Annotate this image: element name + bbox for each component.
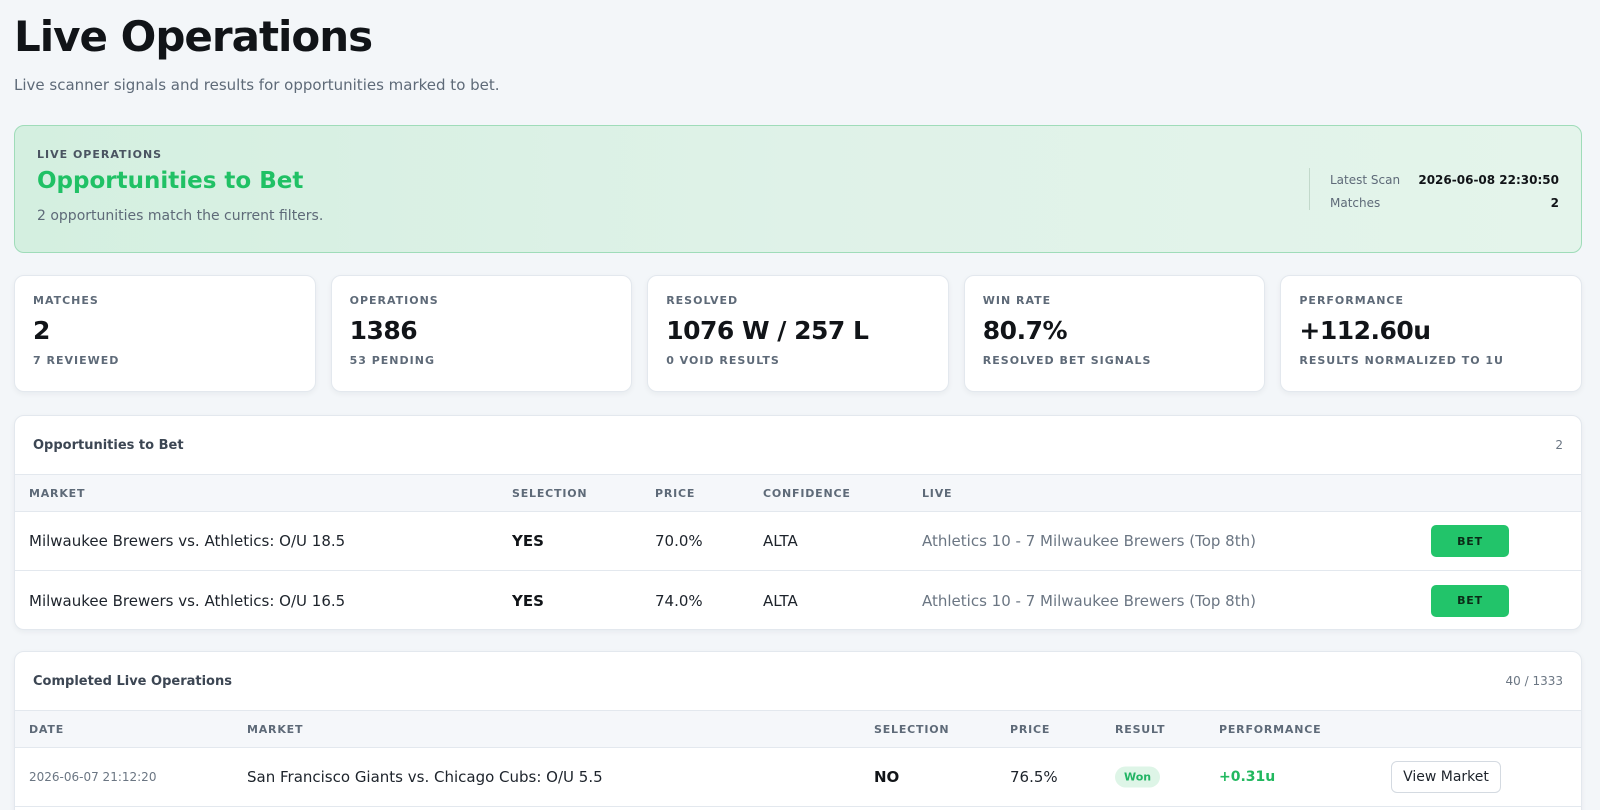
opportunities-panel: Opportunities to Bet 2 MARKET SELECTION … (14, 415, 1582, 630)
stats-row: MATCHES 2 7 REVIEWED OPERATIONS 1386 53 … (14, 275, 1582, 392)
performance-cell: +0.31u (1219, 769, 1276, 785)
market-cell: Milwaukee Brewers vs. Athletics: O/U 16.… (29, 591, 346, 610)
bet-button[interactable]: BET (1431, 584, 1509, 617)
market-cell: Milwaukee Brewers vs. Athletics: O/U 18.… (29, 532, 346, 550)
column-header-price[interactable]: PRICE (655, 487, 696, 500)
column-header-live[interactable]: LIVE (922, 487, 953, 500)
matches-label: Matches (1330, 195, 1381, 210)
stat-label: WIN RATE (982, 294, 1052, 307)
panel-title: Opportunities to Bet (33, 437, 184, 453)
live-score-cell: Athletics 10 - 7 Milwaukee Brewers (Top … (922, 532, 1256, 550)
column-header-market[interactable]: MARKET (247, 723, 304, 736)
stat-label: PERFORMANCE (1299, 294, 1405, 307)
page-title: Live Operations (14, 12, 373, 61)
column-header-price[interactable]: PRICE (1010, 723, 1051, 736)
selection-cell: YES (512, 532, 544, 550)
table-row: Milwaukee Brewers vs. Athletics: O/U 16.… (15, 571, 1581, 629)
stat-card-performance: PERFORMANCE +112.60u RESULTS NORMALIZED … (1280, 275, 1582, 392)
stat-card-win-rate: WIN RATE 80.7% RESOLVED BET SIGNALS (963, 275, 1266, 392)
stat-sub: 0 VOID RESULTS (666, 354, 780, 367)
column-header-confidence[interactable]: CONFIDENCE (763, 487, 851, 500)
completed-operations-panel: Completed Live Operations 40 / 1333 DATE… (14, 651, 1582, 810)
column-header-selection[interactable]: SELECTION (512, 487, 588, 500)
table-header: DATE MARKET SELECTION PRICE RESULT PERFO… (15, 711, 1581, 748)
hero-title: Opportunities to Bet (37, 168, 304, 194)
view-market-button[interactable]: View Market (1391, 761, 1501, 793)
column-header-date[interactable]: DATE (29, 723, 65, 736)
price-cell: 76.5% (1010, 768, 1058, 786)
confidence-cell: ALTA (763, 591, 798, 610)
stat-card-resolved: RESOLVED 1076 W / 257 L 0 VOID RESULTS (647, 275, 949, 392)
panel-count: 2 (1555, 438, 1563, 452)
stat-sub: 7 REVIEWED (33, 354, 120, 367)
panel-header: Opportunities to Bet 2 (15, 416, 1581, 475)
confidence-cell: ALTA (763, 532, 798, 550)
column-header-selection[interactable]: SELECTION (874, 723, 950, 736)
stat-value: 1386 (349, 316, 418, 345)
stat-card-matches: MATCHES 2 7 REVIEWED (14, 275, 316, 392)
panel-count: 40 / 1333 (1505, 674, 1563, 688)
hero-eyebrow: LIVE OPERATIONS (37, 148, 163, 161)
stat-label: MATCHES (33, 294, 99, 307)
stat-sub: 53 PENDING (349, 354, 435, 367)
bet-button[interactable]: BET (1431, 525, 1509, 557)
panel-title: Completed Live Operations (33, 673, 232, 689)
column-header-performance[interactable]: PERFORMANCE (1219, 723, 1322, 736)
page-subtitle: Live scanner signals and results for opp… (14, 76, 500, 94)
result-badge: Won (1115, 766, 1161, 788)
stat-label: RESOLVED (666, 294, 739, 307)
price-cell: 70.0% (655, 532, 703, 550)
stat-card-operations: OPERATIONS 1386 53 PENDING (330, 275, 633, 392)
live-score-cell: Athletics 10 - 7 Milwaukee Brewers (Top … (922, 591, 1256, 610)
price-cell: 74.0% (655, 591, 703, 610)
hero-subtitle: 2 opportunities match the current filter… (37, 208, 324, 224)
latest-scan-value: 2026-06-08 22:30:50 (1418, 172, 1559, 187)
stat-value: 2 (33, 316, 50, 345)
table-header: MARKET SELECTION PRICE CONFIDENCE LIVE (15, 475, 1581, 512)
stat-value: +112.60u (1299, 316, 1431, 345)
stat-value: 80.7% (982, 316, 1068, 345)
stat-value: 1076 W / 257 L (666, 316, 869, 345)
hero-meta: Latest Scan 2026-06-08 22:30:50 Matches … (1309, 168, 1559, 210)
panel-header: Completed Live Operations 40 / 1333 (15, 652, 1581, 711)
stat-sub: RESULTS NORMALIZED TO 1U (1299, 354, 1504, 367)
table-row: Milwaukee Brewers vs. Athletics: O/U 18.… (15, 512, 1581, 571)
selection-cell: YES (512, 591, 544, 610)
date-cell: 2026-06-07 21:12:20 (29, 770, 157, 784)
stat-label: OPERATIONS (349, 294, 439, 307)
market-cell: San Francisco Giants vs. Chicago Cubs: O… (247, 768, 603, 786)
table-row: 2026-06-07 21:12:20 San Francisco Giants… (15, 748, 1581, 807)
hero-banner: LIVE OPERATIONS Opportunities to Bet 2 o… (14, 125, 1582, 253)
latest-scan-label: Latest Scan (1330, 172, 1401, 187)
selection-cell: NO (874, 768, 900, 786)
column-header-market[interactable]: MARKET (29, 487, 86, 500)
column-header-result[interactable]: RESULT (1115, 723, 1166, 736)
stat-sub: RESOLVED BET SIGNALS (982, 354, 1152, 367)
matches-value: 2 (1550, 195, 1559, 210)
matches-row: Matches 2 (1330, 191, 1559, 214)
latest-scan-row: Latest Scan 2026-06-08 22:30:50 (1330, 168, 1559, 191)
